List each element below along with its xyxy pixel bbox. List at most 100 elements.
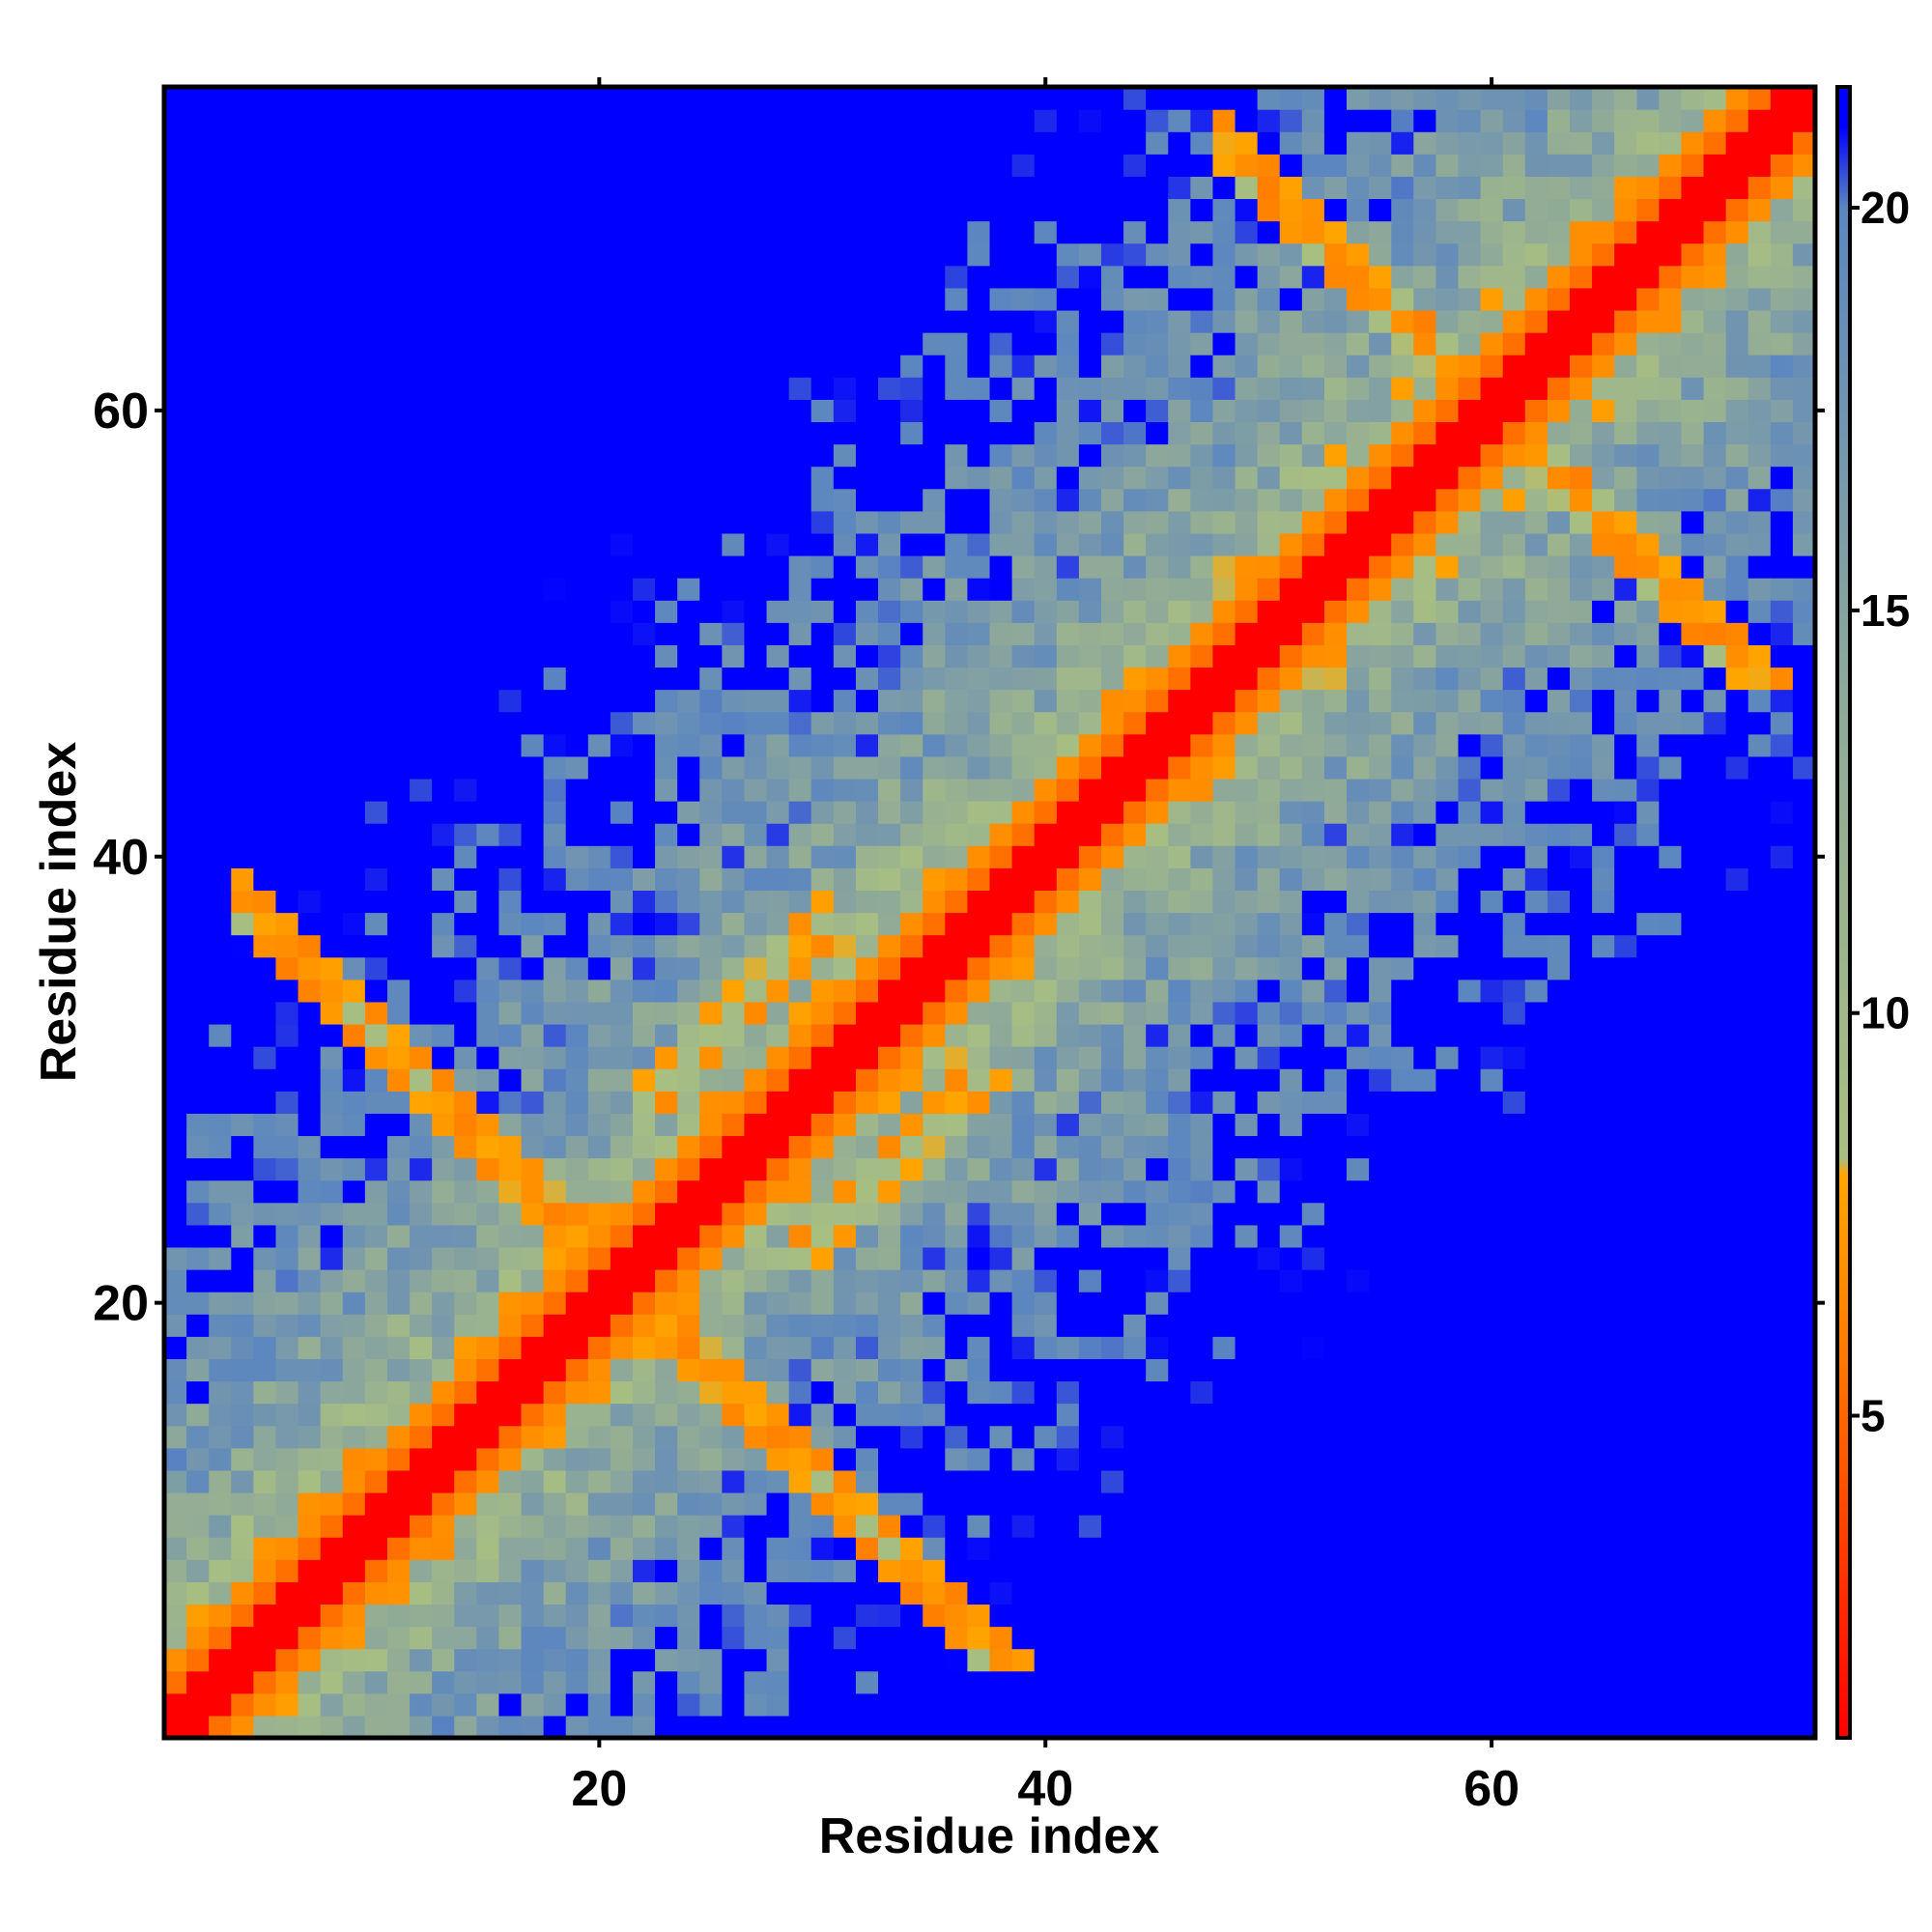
heatmap-cell bbox=[364, 1537, 388, 1560]
heatmap-cell bbox=[521, 1492, 545, 1516]
heatmap-cell bbox=[900, 1135, 923, 1159]
heatmap-cell bbox=[298, 1091, 322, 1114]
heatmap-cell bbox=[565, 1403, 589, 1427]
heatmap-cell bbox=[275, 176, 299, 200]
heatmap-cell bbox=[1347, 332, 1370, 355]
heatmap-cell bbox=[1347, 265, 1370, 289]
heatmap-cell bbox=[209, 87, 232, 110]
heatmap-cell bbox=[1592, 622, 1615, 645]
heatmap-cell bbox=[1524, 1715, 1548, 1739]
heatmap-cell bbox=[298, 979, 322, 1003]
heatmap-cell bbox=[253, 1492, 277, 1516]
heatmap-cell bbox=[364, 1001, 388, 1025]
heatmap-cell bbox=[342, 309, 366, 333]
heatmap-cell bbox=[610, 1246, 634, 1270]
heatmap-cell bbox=[1323, 755, 1348, 780]
heatmap-cell bbox=[1100, 1224, 1124, 1248]
heatmap-cell bbox=[1391, 220, 1414, 244]
heatmap-cell bbox=[1323, 399, 1348, 423]
heatmap-cell bbox=[476, 1246, 500, 1270]
heatmap-cell bbox=[298, 1380, 322, 1405]
heatmap-cell bbox=[587, 1269, 611, 1293]
heatmap-cell bbox=[498, 755, 523, 780]
heatmap-cell bbox=[209, 755, 232, 780]
heatmap-cell bbox=[454, 1581, 477, 1605]
heatmap-cell bbox=[186, 332, 210, 355]
heatmap-cell bbox=[1391, 1537, 1414, 1560]
heatmap-cell bbox=[231, 600, 254, 623]
heatmap-cell bbox=[164, 845, 187, 868]
heatmap-cell bbox=[655, 867, 678, 891]
heatmap-cell bbox=[1636, 1179, 1660, 1204]
heatmap-cell bbox=[1435, 1113, 1460, 1137]
heatmap-cell bbox=[1614, 1492, 1637, 1516]
heatmap-cell bbox=[1435, 1314, 1460, 1337]
heatmap-cell bbox=[744, 532, 768, 556]
heatmap-cell bbox=[1123, 355, 1147, 378]
heatmap-cell bbox=[186, 443, 210, 468]
heatmap-cell bbox=[766, 87, 790, 110]
heatmap-cell bbox=[1257, 1537, 1281, 1560]
heatmap-cell bbox=[699, 845, 723, 868]
heatmap-cell bbox=[923, 1157, 946, 1181]
heatmap-cell bbox=[632, 1670, 656, 1694]
heatmap-cell bbox=[1078, 1469, 1102, 1493]
heatmap-cell bbox=[744, 421, 768, 445]
heatmap-cell bbox=[1391, 1046, 1414, 1069]
heatmap-cell bbox=[788, 1292, 812, 1315]
heatmap-cell bbox=[1078, 355, 1102, 378]
heatmap-cell bbox=[1524, 733, 1548, 757]
heatmap-cell bbox=[1391, 510, 1414, 534]
heatmap-cell bbox=[1011, 1269, 1036, 1293]
heatmap-cell bbox=[1279, 421, 1303, 445]
heatmap-cell bbox=[587, 109, 611, 132]
heatmap-cell bbox=[1301, 131, 1325, 155]
heatmap-cell bbox=[476, 1403, 500, 1427]
heatmap-cell bbox=[342, 622, 366, 645]
heatmap-cell bbox=[1592, 1626, 1615, 1650]
heatmap-cell bbox=[610, 578, 634, 601]
heatmap-cell bbox=[1257, 1202, 1281, 1226]
heatmap-cell bbox=[855, 131, 879, 155]
heatmap-cell bbox=[1301, 176, 1325, 200]
heatmap-cell bbox=[1146, 1358, 1169, 1382]
heatmap-cell bbox=[1056, 1068, 1080, 1092]
heatmap-cell bbox=[1347, 1380, 1370, 1405]
heatmap-cell bbox=[1614, 109, 1637, 132]
heatmap-cell bbox=[878, 867, 901, 891]
heatmap-cell bbox=[1524, 801, 1548, 824]
heatmap-cell bbox=[923, 265, 946, 289]
heatmap-cell bbox=[1034, 1068, 1058, 1092]
heatmap-cell bbox=[432, 1492, 455, 1516]
heatmap-cell bbox=[766, 1336, 790, 1359]
heatmap-cell bbox=[521, 421, 545, 445]
heatmap-cell bbox=[1100, 532, 1124, 556]
heatmap-cell bbox=[1502, 443, 1526, 468]
heatmap-cell bbox=[164, 890, 187, 914]
heatmap-cell bbox=[209, 332, 232, 355]
heatmap-cell bbox=[253, 667, 277, 691]
heatmap-cell bbox=[1369, 421, 1392, 445]
heatmap-cell bbox=[1235, 1246, 1259, 1270]
heatmap-cell bbox=[1592, 1135, 1615, 1159]
heatmap-cell bbox=[1636, 644, 1660, 668]
heatmap-cell bbox=[521, 622, 545, 645]
heatmap-cell bbox=[432, 510, 455, 534]
heatmap-cell bbox=[1391, 1202, 1414, 1226]
heatmap-cell bbox=[386, 377, 411, 400]
heatmap-cell bbox=[1636, 1113, 1660, 1137]
heatmap-cell bbox=[677, 733, 700, 757]
heatmap-cell bbox=[1480, 1292, 1504, 1315]
heatmap-cell bbox=[543, 1113, 567, 1137]
heatmap-cell bbox=[1524, 711, 1548, 735]
heatmap-cell bbox=[476, 510, 500, 534]
heatmap-cell bbox=[386, 87, 411, 110]
heatmap-cell bbox=[967, 1224, 991, 1248]
heatmap-cell bbox=[1078, 578, 1102, 601]
heatmap-cell bbox=[1592, 131, 1615, 155]
heatmap-cell bbox=[855, 979, 879, 1003]
heatmap-cell bbox=[1078, 979, 1102, 1003]
heatmap-cell bbox=[364, 1604, 388, 1628]
heatmap-cell bbox=[1391, 1515, 1414, 1538]
heatmap-cell bbox=[320, 1001, 344, 1025]
